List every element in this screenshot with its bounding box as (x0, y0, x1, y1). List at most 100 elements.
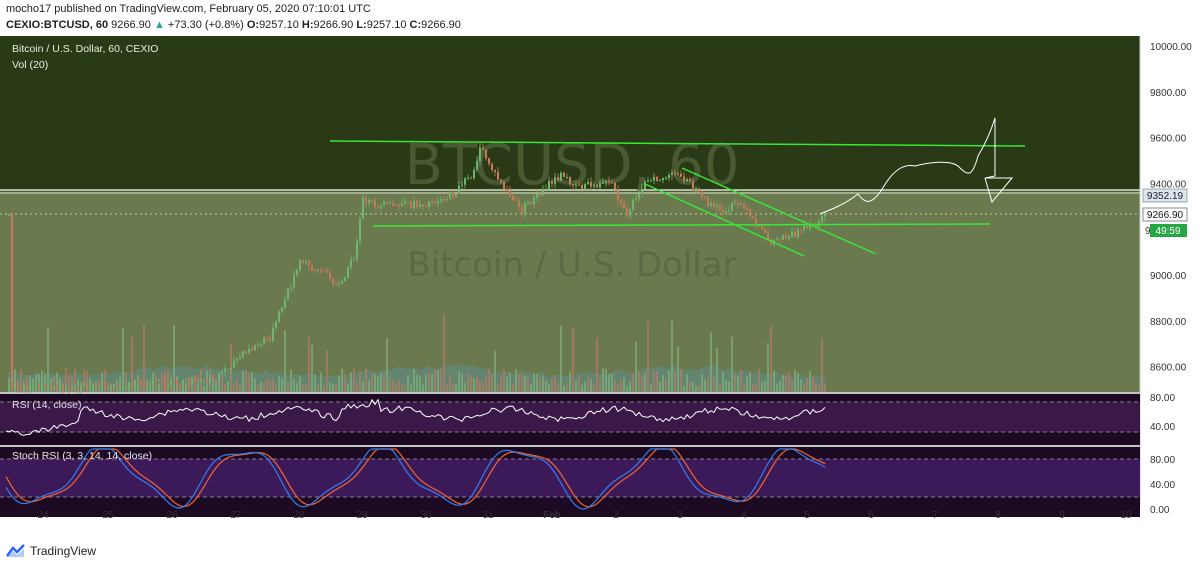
volume-bar (593, 383, 595, 392)
volume-bar (275, 385, 277, 392)
volume-bar (812, 375, 814, 392)
time-axis-label: 7 (932, 510, 938, 518)
volume-bar (419, 376, 421, 392)
footer-brand[interactable]: TradingView (30, 544, 97, 558)
price-tick: 8800.00 (1150, 317, 1187, 328)
volume-bar (461, 373, 463, 392)
volume-bar (353, 368, 355, 392)
candle-body (185, 378, 187, 380)
volume-bar (140, 381, 142, 392)
tradingview-logo-icon (6, 544, 25, 557)
stoch-tick-0: 0.00 (1150, 505, 1170, 516)
candle-body (533, 197, 535, 205)
volume-bar (575, 380, 577, 392)
volume-bar (599, 377, 601, 392)
volume-bar (572, 328, 574, 392)
candle-body (680, 173, 682, 177)
candle-body (455, 193, 457, 197)
candle-body (638, 193, 640, 199)
volume-bar (281, 378, 283, 392)
footer: TradingView (6, 544, 96, 558)
candle-body (329, 272, 331, 279)
volume-bar (587, 376, 589, 392)
candle-body (29, 387, 31, 391)
volume-bar (266, 377, 268, 392)
candle-body (761, 225, 763, 230)
volume-bar (590, 379, 592, 392)
volume-bar (746, 375, 748, 392)
price-axis[interactable] (1140, 36, 1200, 506)
volume-bar (503, 369, 505, 392)
volume-bar (380, 372, 382, 392)
volume-bar (425, 374, 427, 392)
volume-bar (524, 375, 526, 392)
candle-body (230, 368, 232, 370)
candle-body (686, 179, 688, 182)
candle-body (137, 380, 139, 382)
volume-bar (518, 373, 520, 392)
candle-body (128, 382, 130, 386)
volume-bar (221, 373, 223, 392)
candle-body (11, 214, 13, 389)
volume-bar (284, 330, 286, 392)
resistance-badge-text: 9352.19 (1147, 191, 1184, 202)
candle-body (170, 379, 172, 386)
volume-bar (686, 374, 688, 392)
candle-body (725, 211, 727, 213)
volume-bar (515, 369, 517, 392)
volume-bar (800, 379, 802, 392)
candle-body (224, 368, 226, 372)
volume-bar (626, 385, 628, 392)
stoch-d-line (5, 448, 826, 508)
volume-bar (41, 370, 43, 392)
chart-area[interactable]: BTCUSD, 60 Bitcoin / U.S. Dollar Bitcoin… (0, 36, 1200, 518)
volume-bar (203, 385, 205, 392)
candle-body (566, 176, 568, 178)
volume-bar (77, 378, 79, 392)
candle-body (713, 203, 715, 208)
open-value: 9257.10 (259, 19, 299, 31)
candle-body (431, 201, 433, 203)
candle-body (752, 216, 754, 219)
volume-bar (701, 373, 703, 392)
candle-body (299, 260, 301, 271)
volume-bar (581, 385, 583, 392)
volume-bar (761, 382, 763, 392)
volume-bar (479, 380, 481, 392)
volume-bar (656, 371, 658, 392)
volume-bar (320, 372, 322, 392)
volume-bar (743, 384, 745, 392)
candle-body (293, 274, 295, 288)
volume-bar (197, 380, 199, 392)
candle-body (428, 201, 430, 207)
candle-body (17, 383, 19, 389)
volume-bar (131, 337, 133, 392)
candle-body (152, 380, 154, 383)
volume-bar (242, 371, 244, 392)
volume-bar (287, 381, 289, 392)
candle-body (506, 189, 508, 191)
volume-bar (494, 350, 496, 392)
candle-body (176, 380, 178, 385)
volume-bar (422, 384, 424, 392)
candle-body (89, 387, 91, 390)
candle-body (665, 177, 667, 179)
volume-bar (758, 369, 760, 392)
vol-label: Vol (20) (12, 59, 48, 71)
candle-body (473, 169, 475, 179)
candle-body (563, 172, 565, 177)
symbol-name[interactable]: CEXIO:BTCUSD, 60 (6, 19, 109, 31)
volume-bars (8, 315, 826, 392)
volume-bar (263, 382, 265, 392)
candle-body (767, 232, 769, 240)
candle-body (374, 200, 376, 208)
time-axis[interactable]: 24 25 26 27 28 29 30 31 Feb 2 3 4 5 6 7 8 9 10 (37, 510, 1132, 518)
upper-zone (0, 36, 1140, 190)
candle-body (653, 176, 655, 181)
volume-bar (680, 369, 682, 392)
time-axis-label: 9 (1059, 510, 1065, 518)
candle-body (440, 199, 442, 202)
volume-bar (665, 379, 667, 392)
volume-bar (368, 380, 370, 392)
candle-body (239, 356, 241, 359)
